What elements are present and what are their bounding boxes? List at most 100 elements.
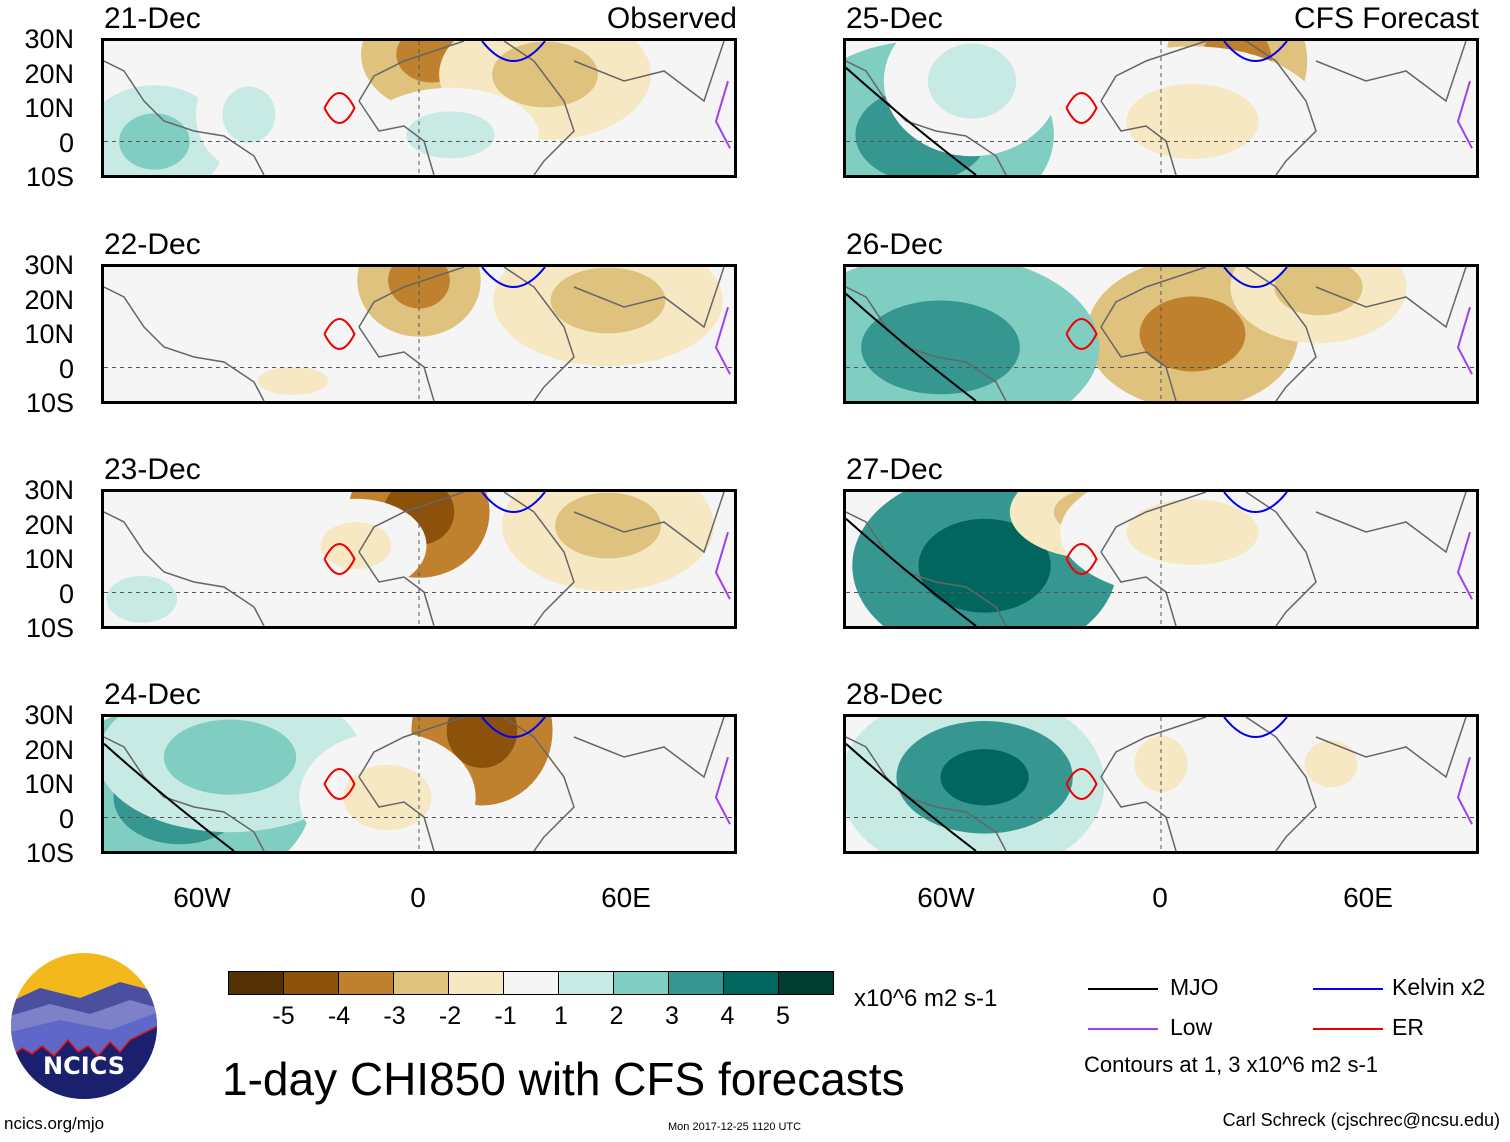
mjo-contour: [846, 743, 977, 851]
panel-tag: CFS Forecast: [1293, 2, 1479, 35]
coastline: [104, 736, 265, 851]
lat-label: 30N: [24, 24, 74, 54]
coastline: [503, 267, 725, 401]
anomaly-core: [343, 764, 432, 831]
colorbar-tick-label: -2: [438, 1002, 462, 1030]
anomaly-core: [1304, 740, 1358, 788]
lon-label-60w-left: 60W: [173, 882, 231, 913]
anomaly-core: [320, 522, 392, 570]
panel-date: 27-Dec: [846, 453, 943, 486]
colorbar-tick-label: -5: [272, 1002, 295, 1030]
anomaly-core: [163, 719, 297, 795]
er-contour: [323, 92, 356, 124]
mjo-contour: [846, 67, 977, 175]
ncics-logo: NCICS: [11, 953, 157, 1099]
anomaly-core: [918, 518, 1051, 613]
coastline: [104, 511, 265, 626]
colorbar-tick-label: 3: [665, 1002, 679, 1030]
low-contour: [1456, 80, 1473, 149]
panel-date: 22-Dec: [104, 228, 201, 261]
colorbar-swatch: [449, 972, 504, 994]
coastline: [846, 736, 1007, 851]
kelvin-contour: [481, 41, 546, 62]
mjo-contour: [104, 743, 235, 851]
legend-er-label: ER: [1392, 1014, 1424, 1040]
site-link[interactable]: ncics.org/mjo: [4, 1114, 105, 1133]
lon-label-60e-right: 60E: [1343, 882, 1393, 913]
panel-tag: Observed: [606, 2, 737, 35]
coastline: [846, 60, 1007, 175]
anomaly-core: [1126, 83, 1259, 159]
map-panel: [101, 38, 737, 178]
lat-label: 10N: [24, 544, 74, 574]
er-contour: [323, 768, 356, 800]
lat-label: 0: [58, 578, 74, 609]
anomaly-core: [927, 43, 1017, 119]
coastline: [846, 286, 1007, 401]
colorbar-swatch: [284, 972, 339, 994]
author-credit: Carl Schreck (cjschrec@ncsu.edu): [1222, 1110, 1500, 1130]
coastline: [104, 286, 265, 401]
legend-er-line: [1313, 1028, 1383, 1030]
low-contour: [1456, 756, 1473, 825]
map-panel: [843, 264, 1479, 404]
panel-date: 23-Dec: [104, 453, 201, 486]
coastline: [1100, 717, 1207, 851]
colorbar-swatch: [504, 972, 559, 994]
map-panel: [843, 714, 1479, 854]
mjo-contour: [846, 518, 977, 626]
logo-text: NCICS: [43, 1052, 125, 1080]
lat-label: 10N: [24, 93, 74, 123]
panel-date: 26-Dec: [846, 228, 943, 261]
kelvin-contour: [1223, 717, 1288, 738]
er-contour: [1065, 543, 1098, 575]
anomaly-core: [940, 749, 1029, 806]
coastline: [104, 60, 265, 175]
lat-label: 10S: [25, 613, 74, 643]
coastline: [358, 492, 465, 626]
low-contour: [1456, 531, 1473, 600]
lat-label: 30N: [24, 250, 74, 280]
lat-label: 10S: [25, 162, 74, 192]
contours-note: Contours at 1, 3 x10^6 m2 s-1: [1084, 1052, 1379, 1077]
anomaly-core: [1134, 735, 1188, 793]
er-contour: [323, 318, 356, 350]
lat-label: 30N: [24, 700, 74, 730]
lat-label: 10S: [25, 838, 74, 868]
kelvin-contour: [1223, 492, 1288, 513]
coastline: [1100, 41, 1207, 175]
er-contour: [1065, 768, 1098, 800]
colorbar-swatch: [669, 972, 724, 994]
colorbar-swatch: [339, 972, 394, 994]
map-panel: [101, 489, 737, 629]
lat-label: 10N: [24, 769, 74, 799]
map-panel: [101, 714, 737, 854]
legend-low-line: [1088, 1028, 1158, 1030]
panel-date: 25-Dec: [846, 2, 943, 35]
kelvin-contour: [481, 717, 546, 738]
colorbar-swatch: [724, 972, 779, 994]
lat-label: 0: [58, 127, 74, 158]
lon-label-60w-right: 60W: [917, 882, 975, 913]
colorbar-swatch: [559, 972, 614, 994]
lat-label: 30N: [24, 475, 74, 505]
colorbar-tick-label: -4: [327, 1002, 351, 1030]
lat-label: 20N: [24, 284, 74, 315]
anomaly-core: [257, 366, 329, 395]
coastline: [1245, 717, 1467, 851]
lon-label-60e-left: 60E: [601, 882, 651, 913]
anomaly-core: [406, 111, 495, 159]
colorbar-swatch: [394, 972, 449, 994]
colorbar-units: x10^6 m2 s-1: [854, 985, 998, 1012]
er-contour: [1065, 92, 1098, 124]
map-panel: [101, 264, 737, 404]
lat-label: 0: [58, 353, 74, 384]
lat-label: 20N: [24, 734, 74, 765]
legend-low-label: Low: [1170, 1014, 1213, 1040]
low-contour: [714, 306, 731, 375]
lat-label: 20N: [24, 509, 74, 540]
colorbar-swatch: [229, 972, 284, 994]
coastline: [1100, 267, 1207, 401]
colorbar-tick-label: 5: [776, 1002, 790, 1030]
coastline: [358, 41, 465, 175]
